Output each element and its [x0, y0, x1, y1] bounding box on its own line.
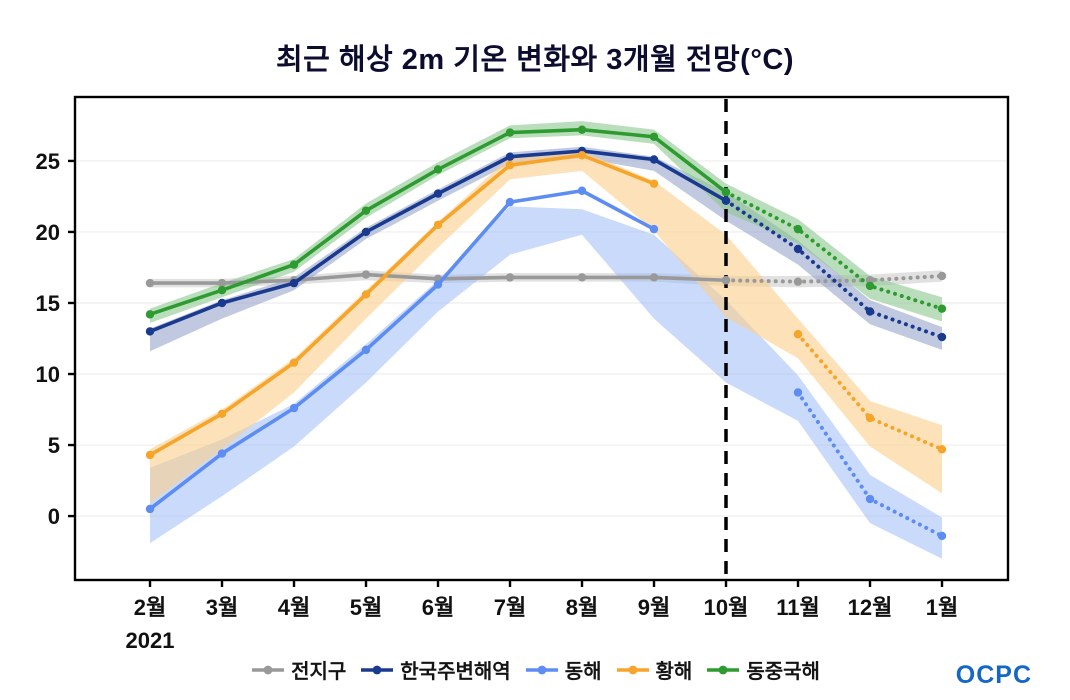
- legend-line-marker-icon: [616, 665, 649, 674]
- svg-text:3월: 3월: [206, 595, 238, 620]
- svg-text:0: 0: [48, 504, 60, 529]
- legend-label: 황해: [655, 661, 693, 683]
- legend-label: 동해: [564, 661, 602, 683]
- legend-item-4: 동중국해: [705, 655, 820, 684]
- svg-text:9월: 9월: [638, 595, 670, 620]
- svg-text:7월: 7월: [494, 595, 526, 620]
- legend-line-marker-icon: [525, 665, 558, 674]
- legend-line-marker-icon: [252, 665, 285, 674]
- svg-text:20: 20: [36, 220, 60, 245]
- legend-item-0: 전지구: [250, 655, 346, 684]
- svg-text:4월: 4월: [278, 595, 310, 620]
- svg-text:15: 15: [36, 291, 60, 316]
- svg-text:2021: 2021: [126, 628, 175, 653]
- svg-text:8월: 8월: [566, 595, 598, 620]
- legend-item-1: 한국주변해역: [359, 655, 511, 684]
- svg-text:1월: 1월: [926, 595, 958, 620]
- temperature-line-chart: 0 5 10 15 20 25 2월 3월 4월 5월 6월 7월 8월 9월 10월 11월 12월 1월 202…: [36, 95, 1010, 653]
- svg-text:10: 10: [36, 362, 60, 387]
- legend-line-marker-icon: [361, 665, 394, 674]
- legend: 전지구 한국주변해역 동해 황해 동중국해: [0, 655, 1070, 684]
- legend-item-3: 황해: [615, 655, 693, 684]
- svg-text:12월: 12월: [848, 595, 893, 620]
- legend-line-marker-icon: [707, 665, 740, 674]
- legend-item-2: 동해: [524, 655, 602, 684]
- legend-label: 전지구: [291, 661, 347, 683]
- svg-text:5: 5: [48, 433, 60, 458]
- legend-label: 한국주변해역: [400, 661, 511, 683]
- ocpc-logo: OCPC: [955, 661, 1032, 689]
- svg-text:5월: 5월: [350, 595, 382, 620]
- svg-text:25: 25: [36, 149, 60, 174]
- svg-text:11월: 11월: [776, 595, 820, 620]
- svg-text:6월: 6월: [422, 595, 454, 620]
- chart-title: 최근 해상 2m 기온 변화와 3개월 전망(°C): [275, 44, 795, 76]
- svg-text:2월: 2월: [134, 595, 166, 620]
- legend-label: 동중국해: [746, 661, 820, 683]
- svg-text:10월: 10월: [704, 595, 749, 620]
